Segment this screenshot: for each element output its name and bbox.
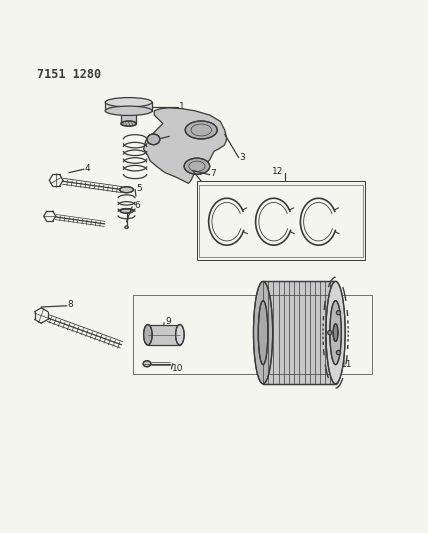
Ellipse shape — [330, 301, 342, 365]
Polygon shape — [144, 108, 227, 183]
Ellipse shape — [336, 350, 341, 354]
Ellipse shape — [185, 121, 217, 139]
Text: 1: 1 — [179, 102, 185, 110]
Text: 4: 4 — [85, 164, 90, 173]
Ellipse shape — [253, 281, 273, 384]
Text: 6: 6 — [134, 201, 140, 211]
Text: 11: 11 — [341, 360, 353, 369]
Text: 8: 8 — [68, 301, 74, 309]
Text: 7: 7 — [211, 169, 216, 178]
Ellipse shape — [121, 121, 137, 126]
Ellipse shape — [120, 187, 134, 193]
Polygon shape — [105, 102, 152, 111]
Ellipse shape — [144, 325, 152, 345]
Ellipse shape — [258, 301, 268, 365]
Bar — [133, 295, 372, 374]
Text: 9: 9 — [165, 318, 171, 326]
Ellipse shape — [147, 134, 160, 144]
Text: 12: 12 — [272, 167, 283, 176]
Ellipse shape — [326, 281, 345, 384]
Ellipse shape — [184, 158, 210, 174]
Ellipse shape — [333, 324, 338, 342]
Text: 5: 5 — [136, 184, 142, 193]
Ellipse shape — [143, 361, 151, 367]
Text: 3: 3 — [240, 153, 245, 162]
Ellipse shape — [125, 226, 128, 229]
Ellipse shape — [336, 311, 341, 315]
Ellipse shape — [120, 209, 133, 213]
Ellipse shape — [175, 325, 184, 345]
Text: 7151 1280: 7151 1280 — [37, 68, 101, 81]
Bar — [199, 184, 363, 257]
Polygon shape — [121, 111, 137, 124]
Text: 10: 10 — [172, 365, 184, 374]
Bar — [197, 181, 366, 260]
Ellipse shape — [105, 98, 152, 107]
Polygon shape — [148, 325, 180, 345]
Ellipse shape — [105, 106, 152, 116]
Ellipse shape — [328, 330, 332, 335]
Polygon shape — [263, 281, 336, 384]
Text: 2: 2 — [170, 131, 176, 140]
